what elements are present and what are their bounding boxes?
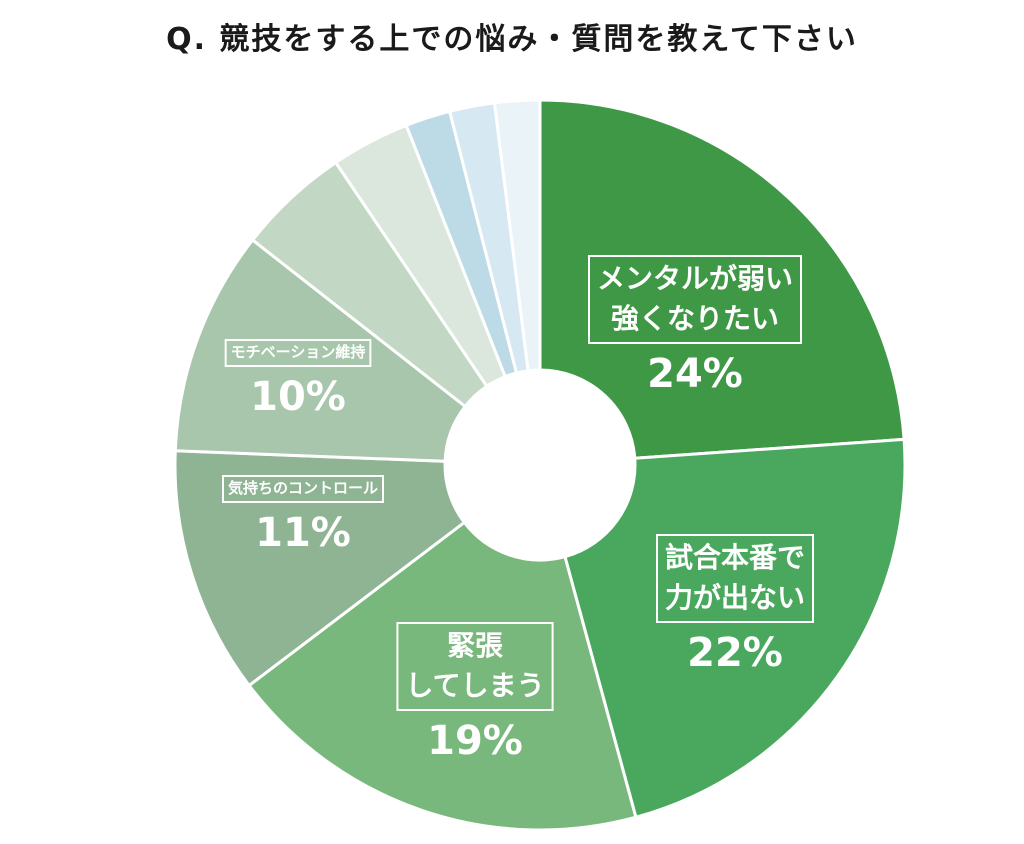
slice-label-5: モチベーション維持 10% xyxy=(224,339,372,420)
slice-label-line: 強くなりたい xyxy=(611,302,779,335)
slice-percent: 24% xyxy=(647,351,743,397)
slice-percent: 19% xyxy=(427,718,523,764)
slice-label-box xyxy=(224,339,372,367)
slice-label-box xyxy=(221,475,385,503)
slice-label-box xyxy=(396,622,554,711)
slice-label-box xyxy=(655,534,815,623)
slice-label-line: 試合本番で xyxy=(665,541,805,574)
slice-label-4: 気持ちのコントロール 11% xyxy=(221,475,385,556)
slice-label-line: 力が出ない xyxy=(665,581,805,614)
chart-title: Q. 競技をする上での悩み・質問を教えて下さい xyxy=(166,22,858,57)
slice-percent: 22% xyxy=(687,630,783,676)
slice-percent: 10% xyxy=(250,374,346,420)
slice-label-line: メンタルが弱い xyxy=(597,262,793,295)
slice-label-box xyxy=(587,255,803,344)
slice-label-line: してしまう xyxy=(405,669,544,702)
slice-label-line: 気持ちのコントロール xyxy=(228,479,378,497)
slice-label-line: 緊張 xyxy=(447,629,503,662)
donut-hole xyxy=(445,370,635,560)
slice-percent: 11% xyxy=(255,510,351,556)
slice-label-line: モチベーション維持 xyxy=(231,343,366,361)
pie-slices xyxy=(173,98,907,832)
